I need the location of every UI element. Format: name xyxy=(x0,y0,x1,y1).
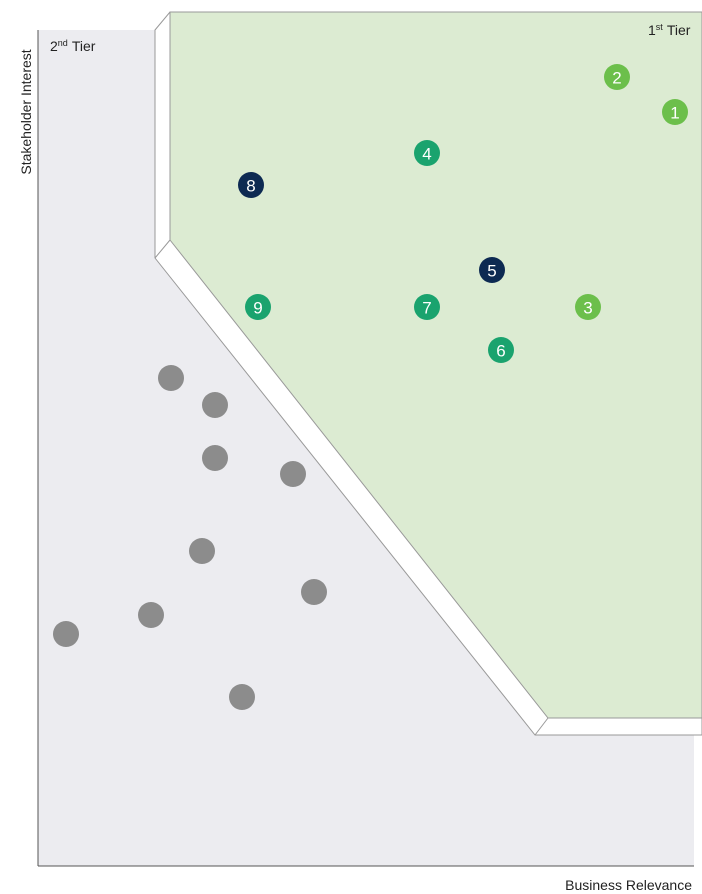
topic-number: 6 xyxy=(496,342,505,361)
other-topics xyxy=(53,365,327,710)
tier-ordinal: nd xyxy=(58,38,68,48)
topic-marker xyxy=(414,140,440,166)
topic-marker xyxy=(238,172,264,198)
other-topic xyxy=(229,684,255,710)
other-topic xyxy=(301,579,327,605)
topic-number: 1 xyxy=(670,104,679,123)
other-topic xyxy=(158,365,184,391)
topic-number: 7 xyxy=(422,299,431,318)
tier-word: Tier xyxy=(667,22,691,38)
topic-number: 3 xyxy=(583,299,592,318)
topic-number: 5 xyxy=(487,262,496,281)
tier-number: 2 xyxy=(50,38,58,54)
tier-word: Tier xyxy=(72,38,96,54)
tier-1-region xyxy=(169,11,702,719)
topic-marker xyxy=(245,294,271,320)
topic-number: 8 xyxy=(246,177,255,196)
topic-marker xyxy=(575,294,601,320)
tier-ordinal: st xyxy=(656,22,664,32)
tier-number: 1 xyxy=(648,22,656,38)
y-axis-label: Stakeholder Interest xyxy=(18,49,34,174)
other-topic xyxy=(53,621,79,647)
tier-1-label: 1st Tier xyxy=(648,22,691,38)
topic-marker xyxy=(488,337,514,363)
other-topic xyxy=(280,461,306,487)
tier-2-label: 2nd Tier xyxy=(50,38,96,54)
bevel xyxy=(534,717,549,736)
topic-number: 4 xyxy=(422,145,431,164)
topics: 1 2 3 4 5 6 7 8 9 xyxy=(238,64,688,363)
other-topic xyxy=(202,445,228,471)
x-axis-label: Business Relevance xyxy=(565,877,692,893)
topic-number: 2 xyxy=(612,69,621,88)
other-topic xyxy=(138,602,164,628)
bevel xyxy=(154,239,171,259)
topic-marker xyxy=(479,257,505,283)
other-topic xyxy=(202,392,228,418)
topic-marker xyxy=(414,294,440,320)
topic-marker xyxy=(662,99,688,125)
topic-marker xyxy=(604,64,630,90)
other-topic xyxy=(189,538,215,564)
topic-number: 9 xyxy=(253,299,262,318)
